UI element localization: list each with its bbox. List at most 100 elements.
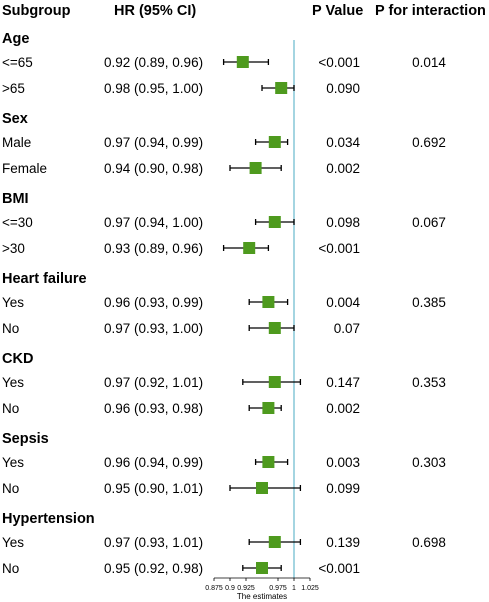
p-interaction: 0.692 [412,135,446,150]
x-tick-label: 0.925 [237,585,255,592]
group-heart-failure: Heart failure Yes 0.96 (0.93, 0.99) 0.004 0.… [2,271,446,336]
p-interaction: 0.353 [412,375,446,390]
row-label: No [2,321,19,336]
table-row: >30 0.93 (0.89, 0.96) <0.001 [2,241,360,256]
hr-ci-text: 0.95 (0.92, 0.98) [104,561,203,576]
row-label: <=65 [2,55,33,70]
row-label: Yes [2,375,24,390]
hr-ci-text: 0.98 (0.95, 1.00) [104,81,203,96]
header-hr: HR (95% CI) [114,3,196,19]
p-value: 0.07 [334,321,360,336]
group-title: Sex [2,111,28,127]
p-value: 0.147 [326,375,360,390]
group-title: Hypertension [2,511,95,527]
p-value: 0.003 [326,455,360,470]
p-value: 0.034 [326,135,360,150]
row-label: >65 [2,81,25,96]
table-row: Yes 0.97 (0.93, 1.01) 0.139 0.698 [2,535,446,550]
hr-marker [236,56,249,68]
p-value: 0.139 [326,535,360,550]
group-title: Heart failure [2,271,87,287]
row-label: No [2,481,19,496]
hr-ci-text: 0.93 (0.89, 0.96) [104,241,203,256]
p-interaction: 0.385 [412,295,446,310]
row-label: Yes [2,455,24,470]
rows-layer: Age <=65 0.92 (0.89, 0.96) <0.001 0.014 >65 0.… [2,31,446,576]
x-tick-label: 1 [292,585,296,592]
hr-ci-text: 0.97 (0.93, 1.00) [104,321,203,336]
x-tick-label: 0.875 [205,585,223,592]
table-row: Female 0.94 (0.90, 0.98) 0.002 [2,161,360,176]
hr-marker [256,562,268,574]
table-row: No 0.96 (0.93, 0.98) 0.002 [2,401,360,416]
hr-marker [268,536,281,548]
x-axis: 0.875 0.9 0.925 0.975 1 1.025 The estimates [205,577,319,601]
group-sex: Sex Male 0.97 (0.94, 0.99) 0.034 0.692 Female… [2,111,446,176]
group-ckd: CKD Yes 0.97 (0.92, 1.01) 0.147 0.353 No 0.96 … [2,351,446,416]
hr-ci-text: 0.96 (0.93, 0.99) [104,295,203,310]
table-row: Yes 0.96 (0.93, 0.99) 0.004 0.385 [2,295,446,310]
group-hypertension: Hypertension Yes 0.97 (0.93, 1.01) 0.139 0.6… [2,511,446,576]
hr-marker [249,162,262,174]
hr-ci-text: 0.97 (0.92, 1.01) [104,375,203,390]
x-axis-title: The estimates [237,592,287,601]
table-row: Yes 0.96 (0.94, 0.99) 0.003 0.303 [2,455,446,470]
hr-ci-text: 0.97 (0.93, 1.01) [104,535,203,550]
p-value: 0.090 [326,81,360,96]
p-interaction: 0.698 [412,535,446,550]
row-label: Yes [2,295,24,310]
hr-marker [275,82,288,94]
p-value: <0.001 [318,55,360,70]
p-value: 0.002 [326,161,360,176]
hr-marker [268,376,281,388]
hr-marker [262,402,275,414]
header-row: Subgroup HR (95% CI) P Value P for inter… [2,3,486,19]
table-row: >65 0.98 (0.95, 1.00) 0.090 [2,81,360,96]
hr-marker [268,216,281,228]
p-value: 0.098 [326,215,360,230]
hr-marker [268,322,281,334]
hr-marker [243,242,256,254]
hr-ci-text: 0.92 (0.89, 0.96) [104,55,203,70]
x-tick-label: 1.025 [301,585,319,592]
p-interaction: 0.303 [412,455,446,470]
table-row: <=30 0.97 (0.94, 1.00) 0.098 0.067 [2,215,446,230]
p-value: <0.001 [318,561,360,576]
table-row: Yes 0.97 (0.92, 1.01) 0.147 0.353 [2,375,446,390]
p-value: 0.004 [326,295,360,310]
table-row: No 0.97 (0.93, 1.00) 0.07 [2,321,360,336]
x-tick-label: 0.975 [269,585,287,592]
p-interaction: 0.067 [412,215,446,230]
x-tick-label: 0.9 [225,585,235,592]
table-row: No 0.95 (0.90, 1.01) 0.099 [2,481,360,496]
row-label: Female [2,161,47,176]
row-label: No [2,561,19,576]
row-label: No [2,401,19,416]
group-bmi: BMI <=30 0.97 (0.94, 1.00) 0.098 0.067 >30 0.9… [2,191,446,256]
header-p-value: P Value [312,3,363,19]
row-label: >30 [2,241,25,256]
hr-marker [268,136,281,148]
table-row: <=65 0.92 (0.89, 0.96) <0.001 0.014 [2,55,446,70]
table-row: No 0.95 (0.92, 0.98) <0.001 [2,561,360,576]
group-title: BMI [2,191,29,207]
hr-ci-text: 0.95 (0.90, 1.01) [104,481,203,496]
header-subgroup: Subgroup [2,3,71,19]
row-label: Yes [2,535,24,550]
hr-ci-text: 0.96 (0.93, 0.98) [104,401,203,416]
hr-ci-text: 0.97 (0.94, 1.00) [104,215,203,230]
hr-marker [262,296,275,308]
header-p-interaction: P for interaction [375,3,486,19]
hr-ci-text: 0.94 (0.90, 0.98) [104,161,203,176]
p-value: 0.002 [326,401,360,416]
table-row: Male 0.97 (0.94, 0.99) 0.034 0.692 [2,135,446,150]
group-age: Age <=65 0.92 (0.89, 0.96) <0.001 0.014 >65 0.… [2,31,446,96]
group-title: Sepsis [2,431,49,447]
hr-ci-text: 0.96 (0.94, 0.99) [104,455,203,470]
hr-marker [256,482,268,494]
p-value: <0.001 [318,241,360,256]
group-title: Age [2,31,29,47]
hr-ci-text: 0.97 (0.94, 0.99) [104,135,203,150]
hr-marker [262,456,275,468]
